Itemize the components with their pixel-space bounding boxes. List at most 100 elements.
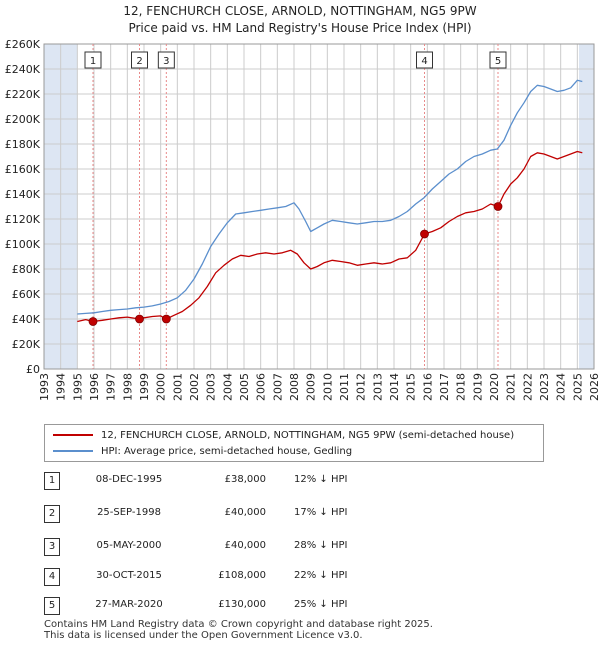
sale-marker-box xyxy=(84,51,102,69)
x-tick-label: 2001 xyxy=(171,373,184,401)
sale-marker-box xyxy=(131,51,148,69)
series-line-hpi xyxy=(77,79,583,315)
y-tick-label: £240K xyxy=(5,63,41,76)
y-tick-label: £20K xyxy=(12,338,41,351)
price-chart: £0 £20K £40K £60K £80K £100K £120K £140K £160K £1… xyxy=(5,38,600,401)
x-tick-label: 2025 xyxy=(571,373,584,401)
chart-title: 12, FENCHURCH CLOSE, ARNOLD, NOTTINGHAM,… xyxy=(0,3,600,37)
y-tick-label: £40K xyxy=(12,313,41,326)
x-tick-label: 2012 xyxy=(355,373,368,401)
sale-number: 4 xyxy=(44,568,60,586)
sale-hpi-diff: 28% ↓ HPI xyxy=(294,540,348,551)
y-tick-label: £220K xyxy=(5,88,41,101)
sale-point xyxy=(161,314,171,324)
legend-item-property: 12, FENCHURCH CLOSE, ARNOLD, NOTTINGHAM,… xyxy=(53,427,514,443)
x-tick-label: 2017 xyxy=(438,373,451,401)
legend: 12, FENCHURCH CLOSE, ARNOLD, NOTTINGHAM,… xyxy=(44,424,544,462)
sale-point xyxy=(420,229,429,239)
sale-price: £40,000 xyxy=(224,507,266,518)
x-tick-label: 2013 xyxy=(371,373,384,401)
x-tick-label: 2024 xyxy=(555,373,568,401)
x-tick-label: 2007 xyxy=(271,373,284,401)
legend-label-property: 12, FENCHURCH CLOSE, ARNOLD, NOTTINGHAM,… xyxy=(101,429,515,441)
legend-swatch-property xyxy=(53,434,93,436)
sale-price: £130,000 xyxy=(218,599,266,610)
table-row: 5 27-MAR-2020 £130,000 25% ↓ HPI xyxy=(44,597,584,615)
x-tick-label: 2005 xyxy=(238,373,251,401)
x-tick-label: 1999 xyxy=(138,373,151,401)
sale-number: 3 xyxy=(44,538,60,556)
sale-marker-label: 3 xyxy=(163,56,169,67)
y-tick-label: £80K xyxy=(12,263,41,276)
sale-price: £40,000 xyxy=(224,540,266,551)
sale-hpi-diff: 22% ↓ HPI xyxy=(294,570,348,581)
sale-date: 05-MAY-2000 xyxy=(96,540,162,551)
sale-date: 08-DEC-1995 xyxy=(95,474,163,485)
x-tick-label: 2003 xyxy=(205,373,218,401)
sale-price: £108,000 xyxy=(218,570,266,581)
x-tick-label: 2026 xyxy=(588,373,600,401)
y-tick-label: £200K xyxy=(5,113,41,126)
x-tick-label: 1993 xyxy=(38,373,51,401)
plot-area xyxy=(44,44,594,369)
legend-item-hpi: HPI: Average price, semi-detached house,… xyxy=(53,443,352,459)
x-tick-label: 2015 xyxy=(405,373,418,401)
sale-hpi-diff: 12% ↓ HPI xyxy=(294,474,348,485)
table-row: 3 05-MAY-2000 £40,000 28% ↓ HPI xyxy=(44,538,584,556)
chart-title-line1: 12, FENCHURCH CLOSE, ARNOLD, NOTTINGHAM,… xyxy=(123,4,477,18)
chart-title-line2: Price paid vs. HM Land Registry's House … xyxy=(128,21,472,35)
sale-date: 27-MAR-2020 xyxy=(95,599,163,610)
table-row: 2 25-SEP-1998 £40,000 17% ↓ HPI xyxy=(44,505,584,523)
x-tick-label: 2016 xyxy=(421,373,434,401)
x-tick-label: 2020 xyxy=(488,373,501,401)
x-tick-label: 2006 xyxy=(255,373,268,401)
x-tick-label: 2018 xyxy=(455,373,468,401)
shaded-range-1 xyxy=(579,44,594,369)
sale-hpi-diff: 25% ↓ HPI xyxy=(294,599,348,610)
sale-marker-label: 5 xyxy=(495,56,501,67)
y-tick-label: £180K xyxy=(5,138,41,151)
x-tick-label: 2022 xyxy=(521,373,534,401)
sale-point xyxy=(88,317,98,326)
x-tick-label: 2023 xyxy=(538,373,551,401)
x-tick-label: 2010 xyxy=(321,373,334,401)
sale-marker-box xyxy=(489,51,507,69)
x-tick-label: 1995 xyxy=(71,373,84,401)
table-row: 1 08-DEC-1995 £38,000 12% ↓ HPI xyxy=(44,472,584,490)
x-tick-label: 2021 xyxy=(505,373,518,401)
sale-hpi-diff: 17% ↓ HPI xyxy=(294,507,348,518)
x-tick-label: 1996 xyxy=(88,373,101,401)
sale-point xyxy=(493,202,503,211)
x-tick-label: 2014 xyxy=(388,373,401,401)
sale-marker-label: 1 xyxy=(90,56,96,67)
footer: Contains HM Land Registry data © Crown c… xyxy=(44,619,433,641)
sale-date: 30-OCT-2015 xyxy=(96,570,162,581)
x-tick-label: 1997 xyxy=(105,373,118,401)
plot-frame xyxy=(43,43,595,370)
footer-licence: This data is licensed under the Open Gov… xyxy=(44,630,363,641)
sale-number: 1 xyxy=(44,472,60,490)
x-tick-label: 2019 xyxy=(471,373,484,401)
sale-marker-label: 4 xyxy=(421,56,427,67)
y-tick-label: £260K xyxy=(5,38,41,51)
y-tick-label: £100K xyxy=(5,238,41,251)
legend-label-hpi: HPI: Average price, semi-detached house,… xyxy=(101,445,353,457)
sale-number: 5 xyxy=(44,597,60,615)
y-tick-label: £160K xyxy=(5,163,41,176)
x-tick-label: 2008 xyxy=(288,373,301,401)
x-tick-label: 1998 xyxy=(121,373,134,401)
y-tick-label: £140K xyxy=(5,188,41,201)
sale-marker-label: 2 xyxy=(136,56,142,67)
footer-copyright: Contains HM Land Registry data © Crown c… xyxy=(44,619,433,630)
sale-price: £38,000 xyxy=(224,474,266,485)
sale-date: 25-SEP-1998 xyxy=(97,507,161,518)
legend-swatch-hpi xyxy=(53,450,93,452)
sale-marker-box xyxy=(416,51,433,69)
x-tick-label: 2002 xyxy=(188,373,201,401)
sale-marker-box xyxy=(157,51,175,69)
x-tick-label: 2011 xyxy=(338,373,351,401)
x-tick-label: 1994 xyxy=(55,373,68,401)
x-tick-label: 2004 xyxy=(221,373,234,401)
sale-point xyxy=(135,314,144,324)
x-tick-label: 2009 xyxy=(305,373,318,401)
